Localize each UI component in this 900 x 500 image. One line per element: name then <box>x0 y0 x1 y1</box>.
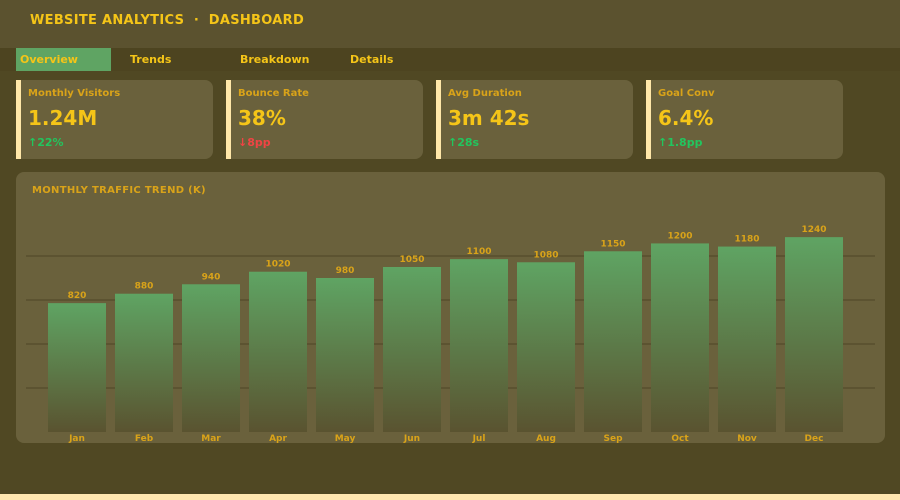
data-label: 1180 <box>734 235 759 245</box>
data-label: 1100 <box>466 247 491 257</box>
header: WEBSITE ANALYTICS · DASHBOARD <box>0 0 900 48</box>
bar-oct <box>651 243 709 432</box>
x-tick-label: Sep <box>603 434 623 443</box>
x-tick-label: Jun <box>403 434 420 443</box>
bar-jun <box>383 267 441 432</box>
tab-details[interactable]: Details <box>350 53 394 66</box>
tab-bar: Overview Trends Breakdown Details <box>0 48 900 71</box>
x-tick-label: Jul <box>472 434 486 443</box>
traffic-chart-card: MONTHLY TRAFFIC TREND (K) 820 Jan 880 Feb 94… <box>16 172 885 443</box>
bar-feb <box>115 293 173 432</box>
kpi-label: Avg Duration <box>448 88 522 99</box>
kpi-value: 6.4% <box>658 106 714 130</box>
kpi-monthly-visitors: Monthly Visitors 1.24M ↑22% <box>16 80 213 159</box>
data-label: 1240 <box>801 225 826 235</box>
data-label: 980 <box>336 266 355 276</box>
bar-jan <box>48 303 106 432</box>
bar-aug <box>517 262 575 432</box>
x-tick-label: Aug <box>536 434 556 443</box>
x-tick-label: Feb <box>135 434 154 443</box>
traffic-bar-chart: 820 Jan 880 Feb 940 Mar 1020 Apr 980 May 1050 Jun 11… <box>26 225 875 443</box>
bar-apr <box>249 271 307 432</box>
x-tick-label: Jan <box>68 434 85 443</box>
kpi-goal-conv: Goal Conv 6.4% ↑1.8pp <box>646 80 843 159</box>
bar-nov <box>718 246 776 432</box>
bar-dec <box>785 237 843 432</box>
data-label: 1020 <box>265 260 290 270</box>
kpi-change: ↑22% <box>28 136 64 149</box>
kpi-value: 38% <box>238 106 286 130</box>
bar-jul <box>450 259 508 432</box>
tab-breakdown[interactable]: Breakdown <box>240 53 310 66</box>
kpi-label: Goal Conv <box>658 88 715 99</box>
bar-mar <box>182 284 240 432</box>
x-tick-label: May <box>335 434 356 443</box>
tab-overview[interactable]: Overview <box>16 48 111 71</box>
kpi-bounce-rate: Bounce Rate 38% ↓8pp <box>226 80 423 159</box>
kpi-change: ↑28s <box>448 136 480 149</box>
kpi-change: ↑1.8pp <box>658 136 703 149</box>
tab-trends[interactable]: Trends <box>130 53 172 66</box>
footer-strip <box>0 494 900 500</box>
kpi-change: ↓8pp <box>238 136 271 149</box>
data-label: 880 <box>135 282 154 292</box>
x-tick-label: Mar <box>201 434 221 443</box>
kpi-avg-duration: Avg Duration 3m 42s ↑28s <box>436 80 633 159</box>
x-tick-label: Dec <box>805 434 824 443</box>
data-label: 1150 <box>600 239 625 249</box>
data-label: 820 <box>68 291 87 301</box>
data-label: 1080 <box>533 250 558 260</box>
kpi-value: 1.24M <box>28 106 98 130</box>
x-tick-label: Nov <box>737 434 757 443</box>
bar-may <box>316 278 374 432</box>
chart-title: MONTHLY TRAFFIC TREND (K) <box>32 185 206 196</box>
kpi-label: Monthly Visitors <box>28 88 121 99</box>
page-title: WEBSITE ANALYTICS · DASHBOARD <box>30 13 305 28</box>
data-label: 940 <box>202 272 221 282</box>
kpi-value: 3m 42s <box>448 106 530 130</box>
data-label: 1050 <box>399 255 424 265</box>
data-label: 1200 <box>667 231 692 241</box>
x-tick-label: Apr <box>269 434 287 443</box>
x-tick-label: Oct <box>671 434 689 443</box>
kpi-label: Bounce Rate <box>238 88 309 99</box>
bar-sep <box>584 251 642 432</box>
